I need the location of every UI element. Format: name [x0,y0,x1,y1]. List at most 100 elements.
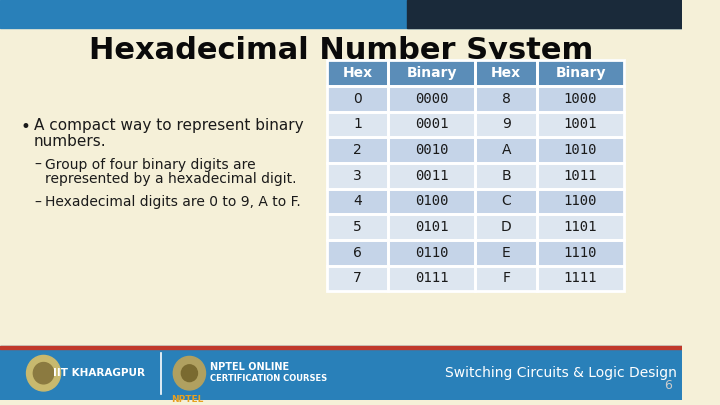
Text: Switching Circuits & Logic Design: Switching Circuits & Logic Design [445,366,677,380]
Bar [327,137,388,163]
Bar [327,163,388,189]
Bar [537,240,624,266]
Bar [537,214,624,240]
Text: F: F [502,271,510,286]
Text: Hex: Hex [343,66,372,80]
Bar [327,214,388,240]
Text: 8: 8 [502,92,510,106]
Bar [388,240,475,266]
Bar [388,137,475,163]
Text: 1011: 1011 [564,169,598,183]
Bar [475,163,537,189]
Text: 3: 3 [353,169,362,183]
Text: A: A [501,143,511,157]
Bar [475,111,537,137]
Text: 1010: 1010 [564,143,598,157]
Bar [475,214,537,240]
Text: 1001: 1001 [564,117,598,131]
Text: 0: 0 [353,92,362,106]
Bar [537,111,624,137]
Bar [408,0,682,28]
Bar [327,240,388,266]
Bar [327,86,388,111]
Bar [327,137,388,163]
Bar [475,240,537,266]
Bar [475,266,537,291]
Text: 1110: 1110 [564,246,598,260]
Circle shape [174,356,205,390]
Bar [388,189,475,214]
Bar [475,266,537,291]
Bar [327,189,388,214]
Bar [388,266,475,291]
Text: 7: 7 [353,271,362,286]
Bar [388,214,475,240]
Text: Hexadecimal Number System: Hexadecimal Number System [89,36,593,64]
Bar [537,266,624,291]
Bar [475,137,537,163]
Bar [475,60,537,86]
Bar [475,111,537,137]
Text: Hex: Hex [491,66,521,80]
Text: 1111: 1111 [564,271,598,286]
Text: B: B [501,169,511,183]
Circle shape [27,356,60,391]
Bar [537,111,624,137]
Bar [0,345,682,400]
Bar [0,345,682,350]
Bar [388,163,475,189]
Bar [475,86,537,111]
Text: Hexadecimal digits are 0 to 9, A to F.: Hexadecimal digits are 0 to 9, A to F. [45,196,301,209]
Text: 1: 1 [353,117,362,131]
Bar [537,189,624,214]
Text: 0011: 0011 [415,169,449,183]
Bar [388,111,475,137]
Text: NPTEL ONLINE: NPTEL ONLINE [210,362,289,372]
Bar [388,111,475,137]
Bar [537,137,624,163]
Bar [0,0,682,28]
Text: 0000: 0000 [415,92,449,106]
Bar [327,86,388,111]
Text: 6: 6 [665,379,672,392]
Bar [537,240,624,266]
Text: –: – [34,196,41,209]
Text: 1000: 1000 [564,92,598,106]
Text: Binary: Binary [555,66,606,80]
Text: A compact way to represent binary: A compact way to represent binary [34,119,304,134]
Bar [537,86,624,111]
Bar [537,266,624,291]
Text: 0101: 0101 [415,220,449,234]
Bar [537,163,624,189]
Bar [388,60,475,86]
Text: C: C [501,194,511,209]
Bar [475,137,537,163]
Text: NPTEL: NPTEL [171,395,204,404]
Bar [475,214,537,240]
Text: CERTIFICATION COURSES: CERTIFICATION COURSES [210,374,328,383]
Text: 4: 4 [353,194,362,209]
Bar [537,189,624,214]
Text: 0010: 0010 [415,143,449,157]
Bar [327,163,388,189]
Text: Binary: Binary [407,66,457,80]
Bar [327,111,388,137]
Bar [475,163,537,189]
Text: 6: 6 [353,246,362,260]
Bar [388,214,475,240]
Bar [537,60,624,86]
Text: 1100: 1100 [564,194,598,209]
Bar [388,240,475,266]
Bar [388,60,475,86]
Text: Group of four binary digits are: Group of four binary digits are [45,158,256,172]
Text: IIT KHARAGPUR: IIT KHARAGPUR [53,368,145,378]
Text: 1101: 1101 [564,220,598,234]
Bar [537,163,624,189]
Bar [388,137,475,163]
Bar [327,60,388,86]
Bar [388,86,475,111]
Circle shape [181,365,197,382]
Bar [537,86,624,111]
Bar [475,189,537,214]
Bar [475,189,537,214]
